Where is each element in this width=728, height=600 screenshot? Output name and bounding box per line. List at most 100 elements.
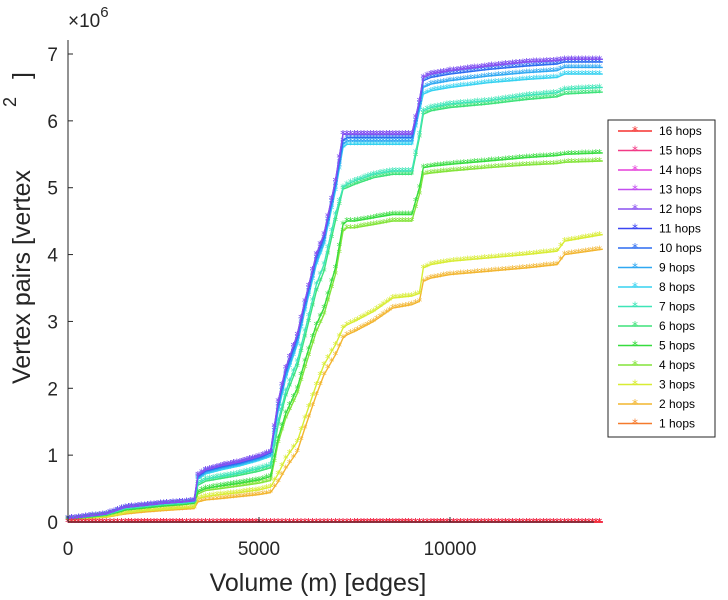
series-marker: * — [565, 61, 571, 74]
series-marker: * — [534, 247, 540, 260]
series-marker: * — [579, 232, 585, 245]
series-marker: * — [597, 61, 603, 74]
series-marker: * — [435, 257, 441, 270]
series-marker: * — [268, 450, 274, 463]
series-marker: * — [371, 315, 377, 328]
series-marker: * — [403, 135, 409, 148]
series-marker: * — [247, 490, 253, 503]
series-marker: * — [158, 504, 164, 517]
series-marker: * — [421, 162, 427, 175]
series-marker: * — [409, 290, 415, 303]
series-marker: * — [344, 319, 350, 332]
series-marker: * — [417, 105, 423, 118]
series-marker: * — [256, 453, 262, 466]
series-marker: * — [167, 500, 173, 513]
series-marker: * — [465, 267, 471, 280]
series-marker: * — [244, 455, 250, 468]
series-marker: * — [187, 503, 193, 516]
series-marker: * — [406, 165, 412, 178]
series-marker: * — [424, 274, 430, 287]
series-marker: * — [247, 456, 253, 469]
series-marker: * — [224, 482, 230, 495]
series-marker: * — [250, 475, 256, 488]
series-marker: * — [184, 497, 190, 510]
series-marker: * — [554, 65, 560, 78]
series-marker: * — [214, 493, 220, 506]
series-marker: * — [565, 235, 571, 248]
series-marker: * — [170, 503, 176, 516]
series-marker: * — [340, 332, 346, 345]
series-marker: * — [325, 211, 331, 224]
series-marker: * — [228, 459, 234, 472]
series-marker: * — [340, 183, 346, 196]
series-marker: * — [374, 313, 380, 326]
series-marker: * — [510, 75, 516, 88]
series-marker: * — [358, 176, 364, 189]
series-marker: * — [325, 249, 331, 262]
series-marker: * — [547, 158, 553, 171]
series-marker: * — [413, 118, 419, 131]
series-marker: * — [180, 499, 186, 512]
series-marker: * — [492, 251, 498, 264]
series-marker: * — [435, 160, 441, 173]
series-marker: * — [195, 493, 201, 506]
series-marker: * — [132, 506, 138, 519]
series-marker: * — [234, 487, 240, 500]
series-marker: * — [184, 498, 190, 511]
series-marker: * — [569, 68, 575, 81]
series-marker: * — [368, 317, 374, 330]
series-marker: * — [283, 390, 289, 403]
series-marker: * — [191, 496, 197, 509]
series-marker: * — [228, 488, 234, 501]
series-marker: * — [240, 456, 246, 469]
series-marker: * — [400, 132, 406, 145]
series-marker: * — [154, 504, 160, 517]
series-marker: * — [371, 305, 377, 318]
series-marker: * — [177, 504, 183, 517]
series-marker: * — [482, 70, 488, 83]
series-marker: * — [576, 83, 582, 96]
series-marker: * — [321, 309, 327, 322]
series-marker: * — [409, 165, 415, 178]
series-marker: * — [203, 467, 209, 480]
series-marker: * — [454, 158, 460, 171]
series-marker: * — [298, 346, 304, 359]
series-marker: * — [355, 174, 361, 187]
series-layer: ****************************************… — [65, 53, 603, 529]
series-marker: * — [527, 159, 533, 172]
series-marker: * — [355, 324, 361, 337]
series-marker: * — [428, 71, 434, 84]
series-marker: * — [364, 213, 370, 226]
series-marker: * — [325, 214, 331, 227]
series-marker: * — [547, 87, 553, 100]
series-marker: * — [161, 500, 167, 513]
series-marker: * — [298, 341, 304, 354]
series-marker: * — [400, 138, 406, 151]
series-marker: * — [76, 512, 82, 525]
series-marker: * — [465, 157, 471, 170]
series-marker: * — [129, 502, 135, 515]
series-marker: * — [302, 331, 308, 344]
series-marker: * — [485, 63, 491, 76]
series-marker: * — [275, 406, 281, 419]
series-marker: * — [387, 304, 393, 317]
series-marker: * — [447, 81, 453, 94]
series-marker: * — [250, 454, 256, 467]
series-marker: * — [590, 147, 596, 160]
series-marker: * — [527, 66, 533, 79]
series-marker: * — [547, 150, 553, 163]
series-marker: * — [260, 461, 266, 474]
series-marker: * — [135, 507, 141, 520]
series-marker: * — [268, 447, 274, 460]
series-marker: * — [403, 168, 409, 181]
series-marker: * — [562, 249, 568, 262]
series-marker: * — [336, 163, 342, 176]
series-marker: * — [565, 156, 571, 169]
series-marker: * — [377, 301, 383, 314]
series-marker: * — [380, 309, 386, 322]
series-marker: * — [503, 62, 509, 75]
series-marker: * — [264, 472, 270, 485]
series-marker: * — [287, 447, 293, 460]
series-marker: * — [154, 505, 160, 518]
series-marker: * — [237, 459, 243, 472]
